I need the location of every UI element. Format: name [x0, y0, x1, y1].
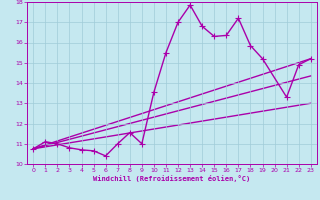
- X-axis label: Windchill (Refroidissement éolien,°C): Windchill (Refroidissement éolien,°C): [93, 175, 251, 182]
